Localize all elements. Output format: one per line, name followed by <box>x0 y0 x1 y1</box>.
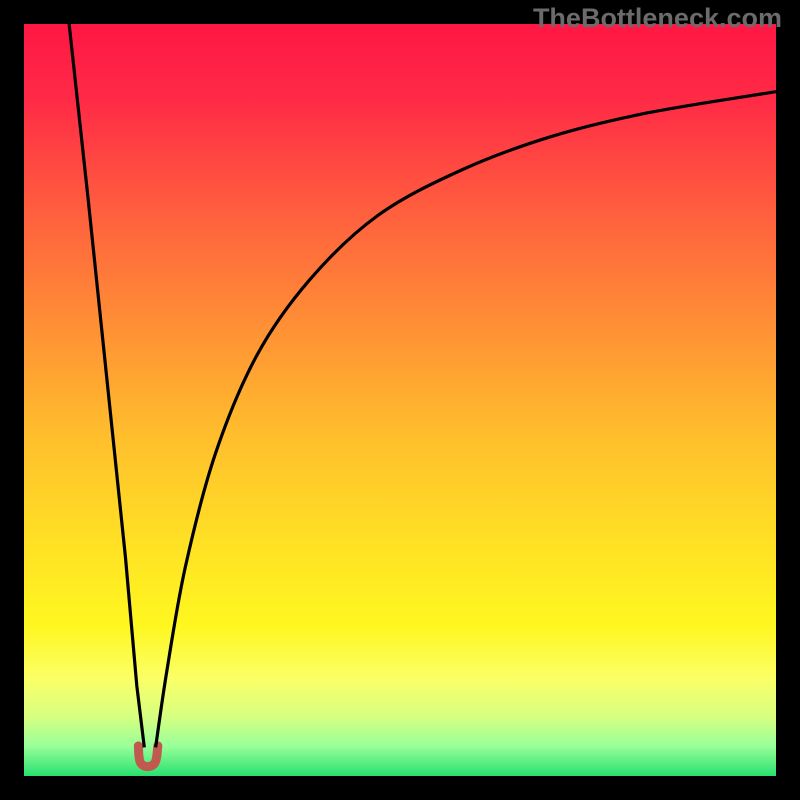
plot-area <box>24 24 776 776</box>
plot-svg <box>24 24 776 776</box>
gradient-background <box>24 24 776 776</box>
watermark-text: TheBottleneck.com <box>533 3 782 34</box>
